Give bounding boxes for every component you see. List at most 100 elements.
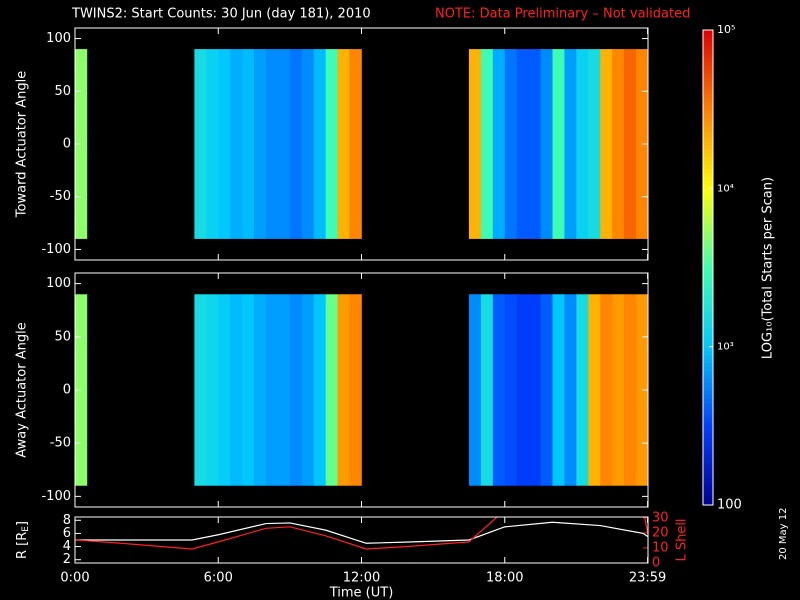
y-axis-label: R [RE] [15, 521, 31, 559]
heatmap-cell [624, 294, 637, 486]
heatmap-cell [528, 294, 541, 486]
colorbar-cell [703, 493, 713, 498]
y-tick-label: -50 [50, 436, 71, 451]
colorbar-cell [703, 366, 713, 371]
heatmap-cell [289, 294, 303, 486]
heatmap-cell [492, 294, 506, 486]
heatmap-cell [75, 294, 88, 486]
colorbar-cell [703, 101, 713, 106]
colorbar-cell [703, 417, 713, 423]
colorbar-cell [703, 267, 713, 272]
colorbar-cell [703, 77, 713, 82]
y-axis-label-part: E [21, 526, 31, 532]
y-tick-label: -100 [41, 489, 71, 504]
x-tick-label: 6:00 [204, 571, 233, 586]
x-axis-label: Time (UT) [329, 586, 394, 600]
colorbar-cell [703, 140, 713, 146]
heatmap-cell [516, 294, 529, 486]
colorbar-cell [703, 449, 713, 455]
colorbar-cell [703, 501, 713, 506]
colorbar-cell [703, 433, 713, 439]
heatmap-cell [564, 294, 577, 486]
heatmap-cell [254, 294, 267, 486]
y-tick-label: -50 [50, 189, 71, 204]
y-tick-label: 8 [63, 513, 71, 528]
colorbar-cell [703, 235, 713, 241]
heatmap-cell [552, 294, 565, 486]
x-tick-label: 12:00 [343, 571, 380, 586]
heatmap-cell [516, 49, 529, 239]
y-axis-label: Away Actuator Angle [15, 322, 30, 457]
colorbar-cell [703, 469, 713, 474]
colorbar-cell [703, 188, 713, 193]
colorbar-cell [703, 497, 713, 502]
y-tick-label: 50 [54, 329, 71, 344]
colorbar-cell [703, 287, 713, 292]
heatmap-cell [254, 49, 267, 239]
x-tick-label: 0:00 [60, 571, 89, 586]
colorbar-cell [703, 227, 713, 233]
heatmap-cell [600, 294, 613, 486]
colorbar-tick-label: 100 [717, 498, 742, 513]
heatmap-cell [540, 49, 553, 239]
heatmap-cell [540, 294, 553, 486]
colorbar-cell [703, 402, 713, 407]
colorbar-cell [703, 93, 713, 98]
colorbar-cell [703, 208, 713, 213]
colorbar-cell [703, 172, 713, 177]
colorbar-cell [703, 473, 713, 478]
heatmap-cell [242, 49, 255, 239]
y-tick-label: 6 [63, 526, 71, 541]
colorbar-cell [703, 311, 713, 316]
line-series [75, 521, 648, 544]
heatmap-cell [480, 294, 494, 486]
colorbar-cell [703, 216, 713, 221]
heatmap-cell [480, 49, 494, 239]
colorbar-cell [703, 318, 713, 324]
colorbar-tick-label: 10³ [717, 342, 734, 353]
y2-tick-label: 20 [652, 525, 669, 540]
x-tick-label: 18:00 [486, 571, 523, 586]
y2-tick-label: 0 [652, 556, 660, 571]
colorbar-cell [703, 192, 713, 197]
colorbar-cell [703, 374, 713, 379]
colorbar-cell [703, 413, 713, 419]
heatmap-cell [194, 294, 207, 486]
heatmap-cell [588, 294, 601, 486]
colorbar-cell [703, 196, 713, 201]
colorbar-cell [703, 295, 713, 300]
colorbar-cell [703, 354, 713, 360]
colorbar-cell [703, 283, 713, 288]
y-axis-label-part: R [R [15, 532, 30, 559]
colorbar-cell [703, 212, 713, 217]
colorbar-label: LOG₁₀(Total Starts per Scan) [761, 177, 776, 359]
colorbar-cell [703, 49, 713, 55]
colorbar-cell [703, 299, 713, 304]
colorbar-cell [703, 156, 713, 162]
y2-tick-label: 30 [652, 510, 669, 525]
chart-title: TWINS2: Start Counts: 30 Jun (day 181), … [71, 7, 371, 22]
heatmap-cell [552, 49, 565, 239]
colorbar-cell [703, 53, 713, 59]
colorbar-cell [703, 453, 713, 458]
colorbar-cell [703, 176, 713, 181]
colorbar-cell [703, 81, 713, 86]
colorbar-cell [703, 57, 713, 63]
colorbar-cell [703, 307, 713, 312]
colorbar-cell [703, 406, 713, 411]
y2-tick-label: 10 [652, 540, 669, 555]
heatmap-cell [624, 49, 637, 239]
colorbar-cell [703, 117, 713, 122]
colorbar-cell [703, 263, 713, 268]
heatmap-cell [242, 294, 255, 486]
y-tick-label: 100 [46, 276, 71, 291]
colorbar-cell [703, 445, 713, 451]
heatmap-cell [206, 49, 219, 239]
heatmap-cell [277, 294, 291, 486]
colorbar-cell [703, 136, 713, 142]
heatmap-cell [289, 49, 303, 239]
colorbar-cell [703, 33, 713, 39]
colorbar-cell [703, 239, 713, 245]
colorbar-cell [703, 223, 713, 229]
colorbar-cell [703, 69, 713, 75]
